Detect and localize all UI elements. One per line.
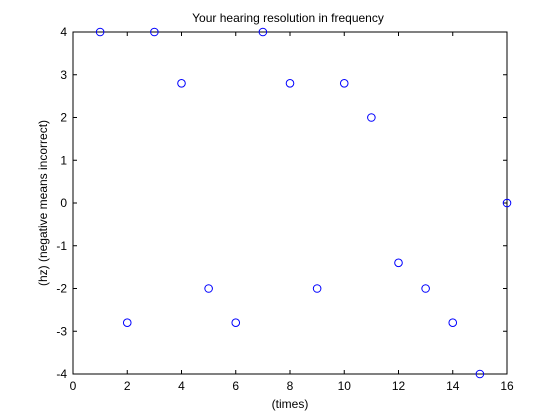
y-tick-label: 0 xyxy=(60,196,67,210)
data-point xyxy=(394,258,403,268)
data-point xyxy=(258,27,268,37)
y-tick-label: 3 xyxy=(60,68,67,82)
data-point xyxy=(122,318,132,328)
x-tick-label: 8 xyxy=(287,379,294,393)
data-point xyxy=(150,27,159,37)
data-point xyxy=(448,318,458,328)
data-point xyxy=(339,79,349,88)
x-axis: 0 2 4 6 8 10 12 14 16 xyxy=(70,32,514,393)
x-tick-label: 0 xyxy=(70,379,77,393)
data-point xyxy=(285,79,295,88)
x-tick-label: 12 xyxy=(392,379,406,393)
y-tick-label: 2 xyxy=(60,111,67,125)
y-tick-label: -3 xyxy=(56,324,67,338)
x-axis-label: (times) xyxy=(272,397,309,411)
plot-area xyxy=(72,31,508,375)
x-tick-label: 14 xyxy=(446,379,460,393)
data-point xyxy=(421,284,430,293)
y-axis-label: (hz) (negative means incorrect) xyxy=(36,120,50,286)
x-tick-label: 10 xyxy=(338,379,352,393)
y-tick-label: 4 xyxy=(60,25,67,39)
y-tick-label: -1 xyxy=(56,239,67,253)
x-tick-label: 2 xyxy=(124,379,131,393)
data-point xyxy=(204,284,213,293)
y-tick-label: 1 xyxy=(60,153,67,167)
data-point xyxy=(177,79,186,88)
y-tick-label: -4 xyxy=(56,367,67,381)
y-tick-label: -2 xyxy=(56,282,67,296)
data-point xyxy=(231,318,241,328)
data-point xyxy=(312,284,322,293)
data-point xyxy=(367,113,376,122)
x-tick-label: 6 xyxy=(232,379,239,393)
data-point xyxy=(95,27,105,37)
x-tick-label: 4 xyxy=(178,379,185,393)
chart-title: Your hearing resolution in frequency xyxy=(192,11,384,25)
y-axis: -4 -3 -2 -1 0 1 2 3 4 xyxy=(56,25,507,381)
data-point xyxy=(502,198,512,208)
data-points xyxy=(95,27,512,379)
data-point xyxy=(475,369,485,379)
x-tick-label: 16 xyxy=(500,379,514,393)
